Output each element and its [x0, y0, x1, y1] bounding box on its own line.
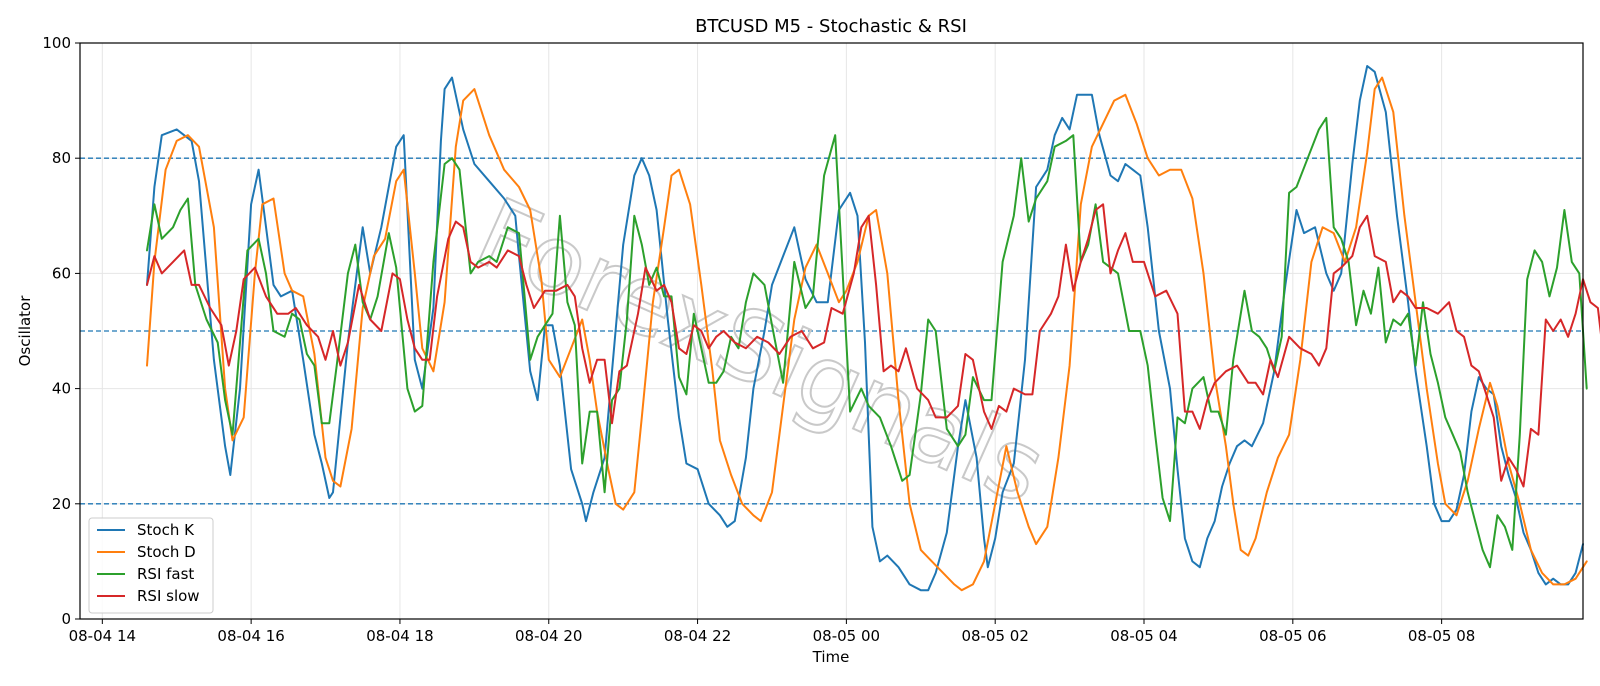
- series-line-rsi-fast: [146, 116, 1588, 569]
- series-line-stoch-d: [146, 76, 1588, 592]
- legend-entries: Stoch K Stoch D RSI fast RSI slow: [97, 521, 200, 605]
- y-axis-label: Oscillator: [16, 295, 34, 367]
- x-tick-label: 08-04 18: [366, 627, 433, 645]
- series-line-stoch-k: [146, 65, 1584, 592]
- y-axis-ticks: 0 20 40 60 80 100: [42, 34, 80, 628]
- x-tick-label: 08-04 14: [69, 627, 136, 645]
- series-line-rsi-slow: [146, 203, 1600, 488]
- chart-title: BTCUSD M5 - Stochastic & RSI: [695, 16, 967, 37]
- series-layer: [146, 65, 1600, 592]
- y-tick-label: 20: [52, 495, 71, 513]
- legend-label-stoch-d: Stoch D: [137, 543, 196, 561]
- x-tick-label: 08-05 02: [961, 627, 1028, 645]
- x-tick-label: 08-04 22: [664, 627, 731, 645]
- y-tick-label: 40: [52, 380, 71, 398]
- legend: Stoch K Stoch D RSI fast RSI slow: [88, 517, 214, 614]
- y-tick-label: 0: [61, 610, 71, 628]
- x-tick-label: 08-05 06: [1259, 627, 1326, 645]
- legend-label-rsi-fast: RSI fast: [137, 565, 194, 583]
- x-tick-label: 08-05 04: [1110, 627, 1177, 645]
- legend-label-stoch-k: Stoch K: [137, 521, 195, 539]
- x-tick-label: 08-05 08: [1408, 627, 1475, 645]
- x-tick-label: 08-04 20: [515, 627, 582, 645]
- x-axis-label: Time: [812, 648, 850, 666]
- x-tick-label: 08-05 00: [813, 627, 880, 645]
- y-tick-label: 100: [42, 34, 71, 52]
- legend-label-rsi-slow: RSI slow: [137, 587, 200, 605]
- reference-lines: [80, 157, 1583, 505]
- plot-frame: [79, 42, 1584, 620]
- y-tick-label: 60: [52, 264, 71, 282]
- x-tick-label: 08-04 16: [217, 627, 284, 645]
- y-tick-label: 80: [52, 149, 71, 167]
- x-axis-ticks: 08-04 14 08-04 16 08-04 18 08-04 20 08-04 22…: [69, 619, 1475, 645]
- legend-box: [88, 517, 214, 614]
